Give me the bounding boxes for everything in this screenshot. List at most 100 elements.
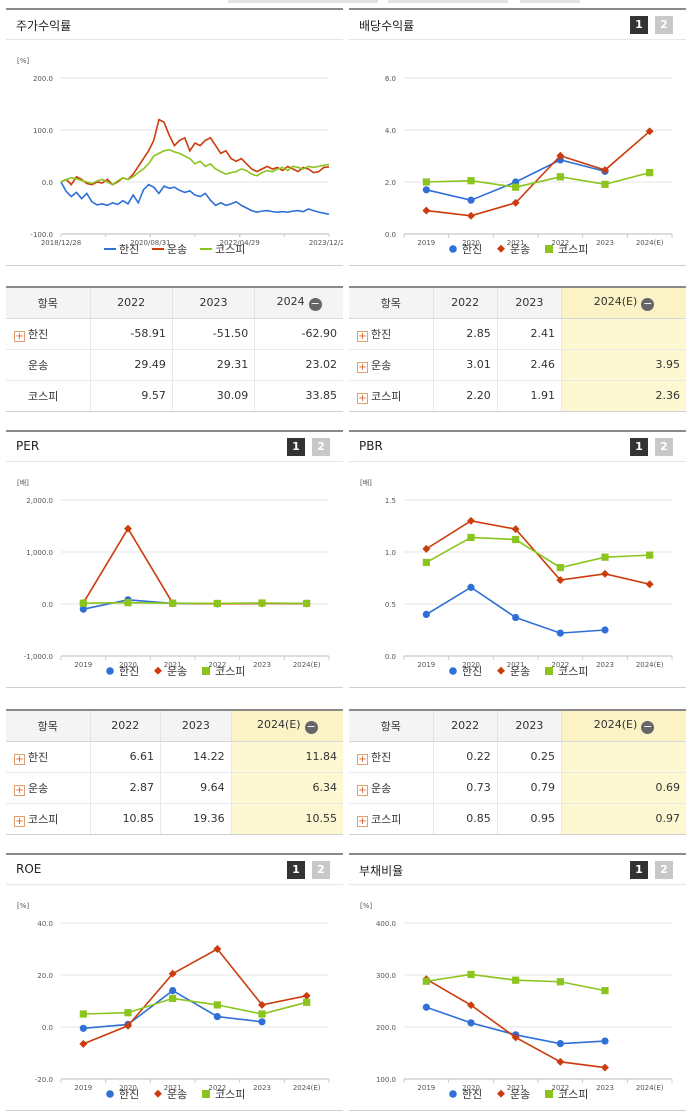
expand-icon[interactable]: +: [357, 392, 368, 404]
collapse-icon[interactable]: −: [308, 296, 322, 311]
expand-icon[interactable]: +: [357, 753, 368, 765]
legend-marker-hanjin: [106, 667, 114, 675]
toggle-quarter-button[interactable]: 2: [655, 861, 673, 879]
table-row: + 운송 2.87 9.64 6.34: [6, 772, 343, 804]
row-label-cell: + 한진: [349, 318, 433, 350]
toggle-annual-button[interactable]: 1: [630, 861, 648, 879]
legend-label: 한진: [462, 243, 482, 256]
data-point-kospi: [601, 180, 609, 188]
series-line-kospi: [60, 148, 330, 186]
panel-stock-return: 주가수익률 [%] 200.0 100.0 0.0 -100.0 2018/12/28 20…: [6, 8, 349, 266]
collapse-icon[interactable]: −: [304, 719, 318, 734]
column-header: 2024(E) −: [561, 711, 686, 742]
value-cell: 0.85: [432, 803, 498, 834]
data-point-kospi: [556, 173, 564, 181]
toggle-quarter-button[interactable]: 2: [655, 438, 673, 456]
row-label-cell: 코스피: [6, 380, 90, 411]
expand-icon[interactable]: +: [357, 361, 368, 373]
row-label: 운송: [371, 781, 392, 795]
legend-label: 코스피: [215, 1088, 245, 1101]
data-point-kospi: [79, 599, 87, 607]
series-line-transport: [82, 527, 307, 605]
y-tick-label: 40.0: [37, 920, 53, 928]
y-unit-label: [%]: [360, 902, 372, 910]
column-header: 2022: [89, 711, 161, 742]
y-tick-label: 1,000.0: [26, 549, 53, 557]
row-label-cell: + 한진: [349, 741, 433, 773]
x-tick-label: 2019: [74, 1084, 92, 1092]
expand-icon[interactable]: +: [14, 815, 25, 827]
expand-icon[interactable]: +: [14, 784, 25, 796]
row-label: 한진: [28, 327, 49, 341]
value-cell: 9.64: [160, 772, 232, 804]
x-tick-label: 2024(E): [293, 1084, 321, 1092]
column-header: 2024(E) −: [561, 288, 686, 319]
expand-icon[interactable]: +: [357, 784, 368, 796]
value-cell: 0.95: [496, 803, 562, 834]
row-label-cell: + 코스피: [349, 803, 433, 834]
value-cell: 0.25: [496, 741, 562, 773]
data-point-hanjin: [422, 186, 430, 194]
value-cell: 10.85: [89, 803, 161, 834]
legend-marker-hanjin: [449, 245, 457, 253]
toggle-annual-button[interactable]: 1: [287, 861, 305, 879]
collapse-icon[interactable]: −: [641, 296, 655, 311]
expand-icon[interactable]: +: [357, 330, 368, 342]
column-header: 2023: [496, 711, 562, 742]
series-line-kospi: [426, 171, 650, 189]
data-point-transport: [601, 569, 609, 578]
data-point-hanjin: [258, 1018, 266, 1026]
data-point-hanjin: [213, 1013, 221, 1021]
y-tick-label: 0.0: [385, 653, 396, 661]
toggle-quarter-button[interactable]: 2: [312, 861, 330, 879]
x-tick-label: 2019: [74, 661, 92, 669]
value-cell: 33.85: [254, 380, 343, 411]
x-tick-label: 2023: [253, 1084, 271, 1092]
legend-marker-transport: [497, 244, 505, 253]
value-cell: 29.49: [89, 349, 173, 381]
column-header: 2022: [89, 288, 173, 319]
toggle-annual-button[interactable]: 1: [630, 438, 648, 456]
data-point-hanjin: [556, 629, 564, 637]
row-label: 코스피: [371, 812, 402, 826]
y-tick-label: 20.0: [37, 972, 53, 980]
expand-icon[interactable]: +: [14, 330, 25, 342]
toggle-quarter-button[interactable]: 2: [655, 16, 673, 34]
legend-marker-transport: [154, 1089, 162, 1098]
data-point-kospi: [213, 599, 221, 608]
legend-label: 코스피: [215, 665, 245, 678]
column-header: 항목: [349, 288, 433, 319]
legend-label: 한진: [462, 1088, 482, 1101]
value-cell: -62.90: [254, 318, 343, 350]
panel-header: 부채비율 1 2: [349, 855, 686, 885]
series-line-hanjin: [60, 181, 330, 216]
panel-title: 배당수익률: [359, 19, 415, 33]
column-header: 2023: [160, 711, 232, 742]
table-row: 운송 29.49 29.31 23.02: [6, 349, 343, 381]
x-tick-label: 2023/12/28: [309, 239, 343, 247]
y-tick-label: 1.5: [385, 497, 396, 505]
x-tick-label: 2022: [551, 1084, 569, 1092]
row-label-cell: + 운송: [349, 349, 433, 381]
x-tick-label: 2022: [208, 661, 226, 669]
toggle-annual-button[interactable]: 1: [630, 16, 648, 34]
data-point-transport: [79, 1039, 88, 1048]
toggle-quarter-button[interactable]: 2: [312, 438, 330, 456]
data-point-kospi: [213, 1001, 221, 1009]
table-row: + 운송 3.01 2.46 3.95: [349, 349, 686, 381]
value-cell: 2.41: [496, 318, 562, 350]
x-tick-label: 2024(E): [636, 661, 664, 669]
table-header-row: 항목 2022 2023 2024(E) −: [6, 711, 343, 742]
series-line-kospi: [83, 601, 307, 605]
panel-header: 주가수익률: [6, 10, 343, 40]
value-cell: 30.09: [171, 380, 255, 411]
expand-icon[interactable]: +: [14, 753, 25, 765]
expand-icon[interactable]: +: [357, 815, 368, 827]
toggle-annual-button[interactable]: 1: [287, 438, 305, 456]
data-point-hanjin: [467, 583, 475, 591]
row-label: 한진: [371, 750, 392, 764]
data-point-transport: [302, 991, 311, 1000]
legend-label: 운송: [510, 1088, 530, 1101]
collapse-icon[interactable]: −: [641, 719, 655, 734]
legend-label: 운송: [510, 665, 530, 678]
